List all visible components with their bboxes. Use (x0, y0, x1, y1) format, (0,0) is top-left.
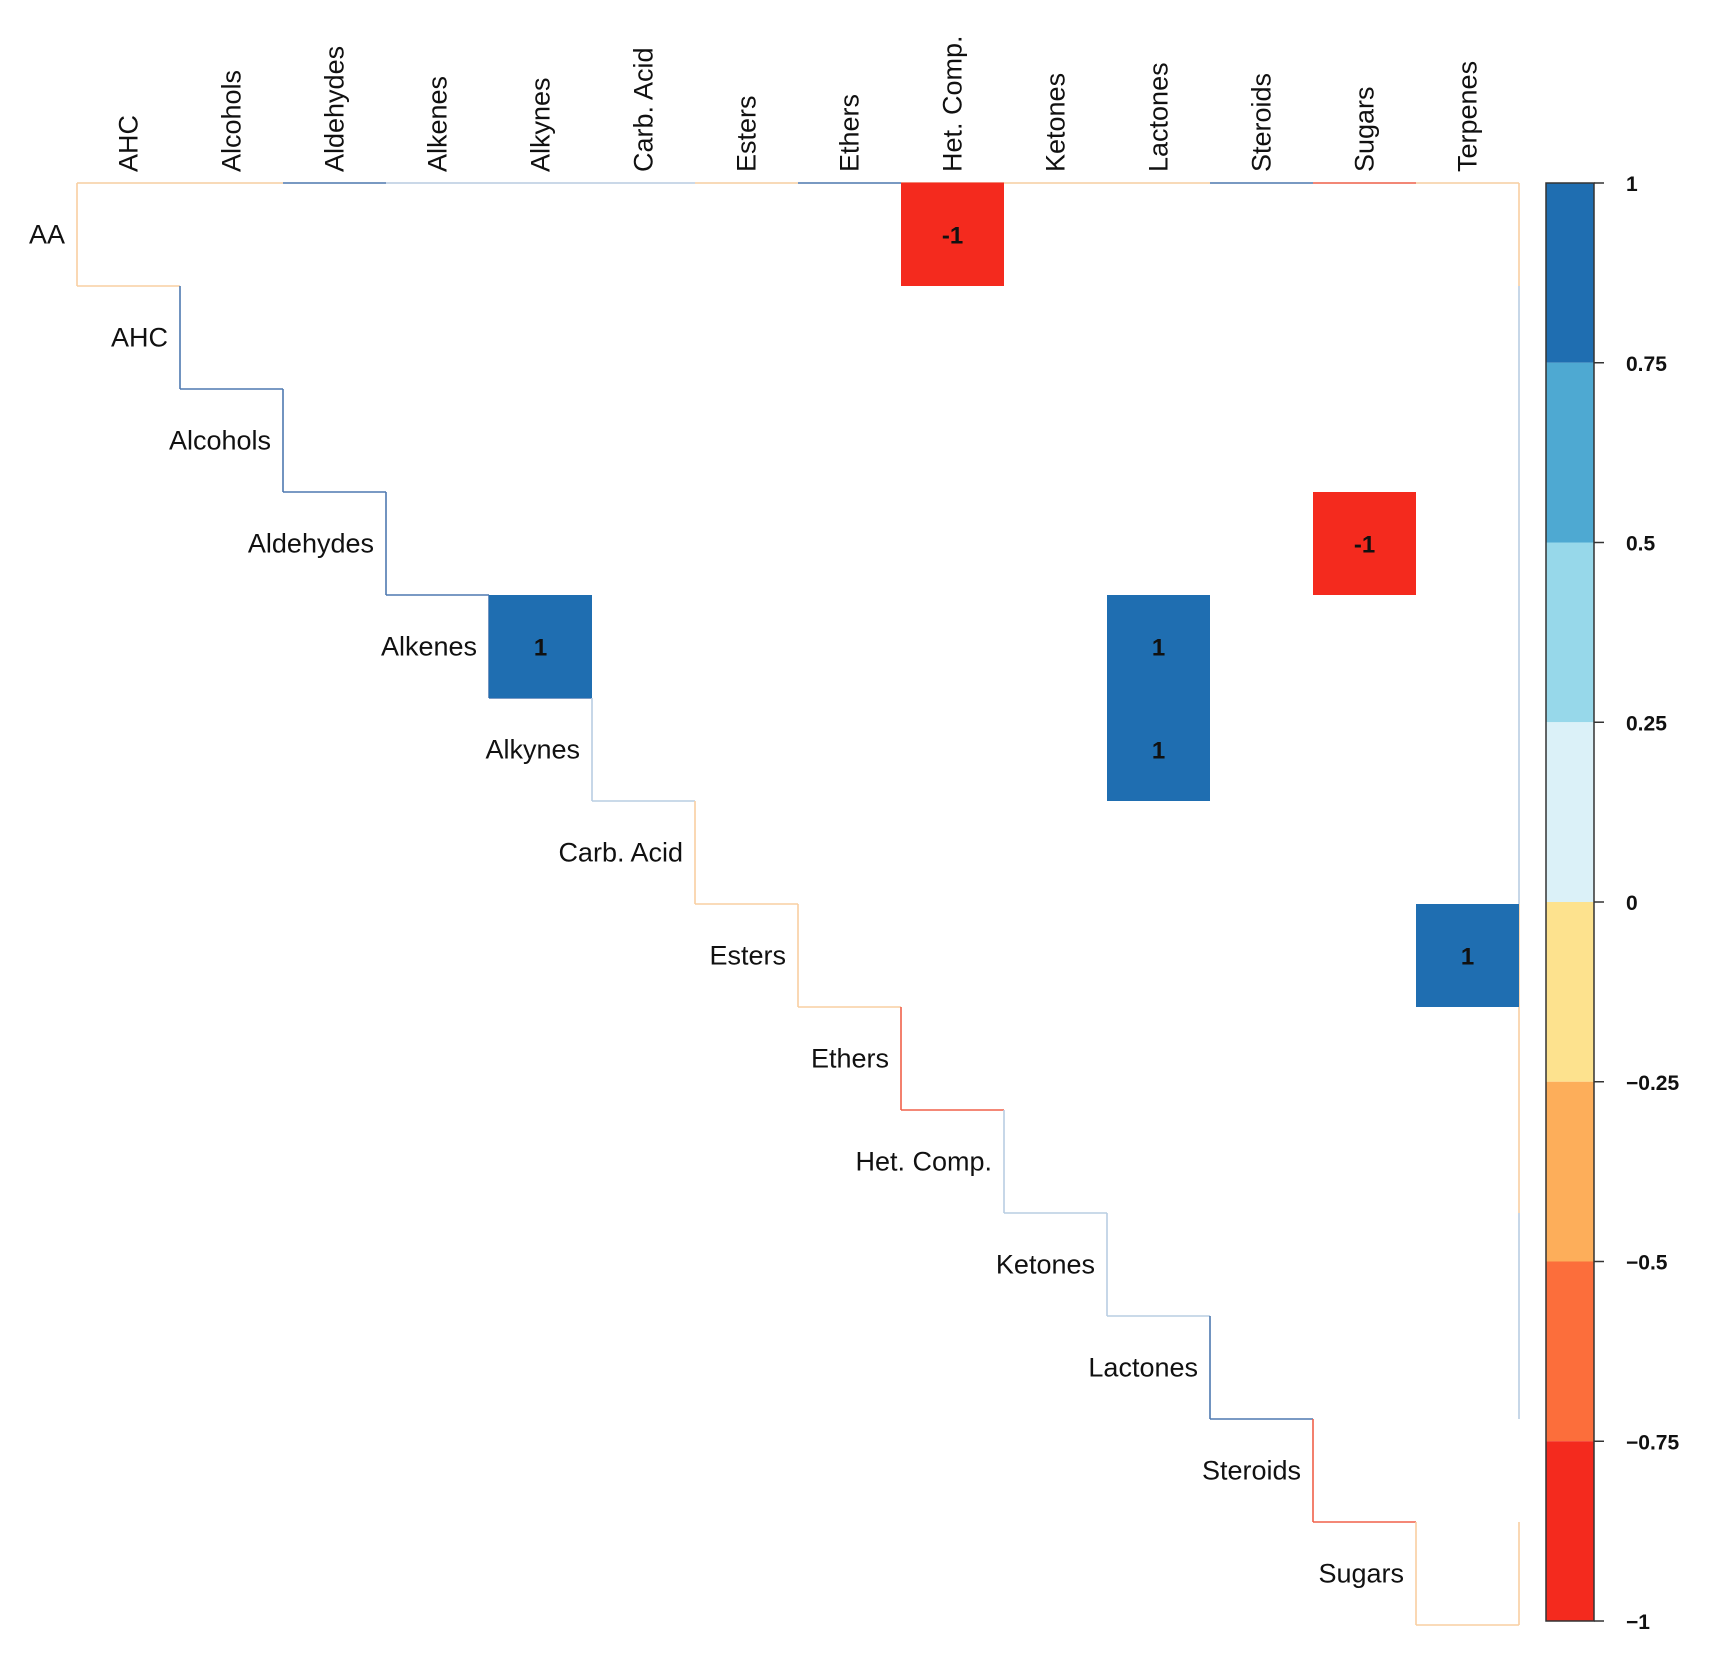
column-label-alkenes: Alkenes (423, 76, 453, 172)
row-label-sugars: Sugars (1318, 1559, 1404, 1589)
row-label-esters: Esters (709, 941, 786, 971)
row-label-ethers: Ethers (811, 1044, 889, 1074)
column-label-terpenes: Terpenes (1453, 61, 1483, 172)
column-label-alcohols: Alcohols (217, 70, 247, 172)
column-label-aldehydes: Aldehydes (320, 46, 350, 172)
column-label-esters: Esters (732, 95, 762, 172)
column-labels: AHC Alcohols Aldehydes Alkenes Alkynes Carb. … (114, 35, 1483, 172)
column-label-ethers: Ethers (835, 94, 865, 172)
cell-alkenes-lactones (1107, 595, 1210, 698)
colorbar-band (1546, 722, 1594, 902)
column-label-ketones: Ketones (1041, 73, 1071, 172)
row-labels: AA AHC Alcohols Aldehydes Alkenes Alkynes Carb… (29, 220, 1404, 1589)
column-label-sugars: Sugars (1350, 86, 1380, 172)
colorbar-tick-label: 0.25 (1626, 712, 1667, 735)
colorbar-band (1546, 183, 1594, 363)
cell-aldehydes-sugars (1313, 492, 1416, 595)
cell-alkynes-lactones (1107, 698, 1210, 801)
colorbar-tick-label: 0.5 (1626, 533, 1656, 556)
row-label-alcohols: Alcohols (169, 426, 271, 456)
row-label-aldehydes: Aldehydes (248, 529, 374, 559)
cell-aa-het-comp-label: -1 (942, 223, 963, 250)
column-label-steroids: Steroids (1247, 73, 1277, 172)
colorbar: 1 0.75 0.5 0.25 0 −0.25 −0.5 −0.75 −1 (1545, 173, 1679, 1634)
colorbar-band (1546, 1441, 1594, 1621)
colorbar-tick-label: −1 (1626, 1611, 1650, 1634)
heatmap-cells: -1 -1 1 1 1 1 (489, 183, 1519, 1007)
cell-esters-terpenes-label: 1 (1461, 944, 1474, 971)
row-label-ahc: AHC (111, 323, 168, 353)
cell-aa-het-comp (901, 183, 1004, 286)
row-label-lactones: Lactones (1088, 1353, 1198, 1383)
triangle-edge-lines (76, 182, 1520, 1626)
colorbar-band (1546, 1081, 1594, 1262)
colorbar-band (1546, 902, 1594, 1082)
colorbar-band (1546, 362, 1594, 543)
column-label-carb-acid: Carb. Acid (629, 47, 659, 172)
column-label-het-comp: Het. Comp. (938, 35, 968, 172)
colorbar-tick-label: −0.25 (1626, 1072, 1679, 1095)
colorbar-tick-label: 0 (1626, 892, 1638, 915)
column-label-ahc: AHC (114, 115, 144, 172)
colorbar-tick-label: −0.5 (1626, 1252, 1668, 1275)
column-label-alkynes: Alkynes (526, 77, 556, 172)
cell-alkenes-alkynes-label: 1 (534, 635, 547, 662)
row-label-steroids: Steroids (1202, 1456, 1301, 1486)
column-label-lactones: Lactones (1144, 62, 1174, 172)
row-label-alkenes: Alkenes (381, 632, 477, 662)
row-label-het-comp: Het. Comp. (855, 1147, 992, 1177)
cell-esters-terpenes (1416, 904, 1519, 1007)
colorbar-tick-label: 0.75 (1626, 353, 1667, 376)
row-label-ketones: Ketones (996, 1250, 1095, 1280)
row-label-carb-acid: Carb. Acid (558, 838, 683, 868)
colorbar-band (1546, 542, 1594, 723)
colorbar-tick-label: 1 (1626, 173, 1638, 196)
row-label-alkynes: Alkynes (485, 735, 580, 765)
cell-alkenes-alkynes (489, 595, 592, 698)
colorbar-band (1546, 1261, 1594, 1442)
cell-alkynes-lactones-label: 1 (1152, 738, 1165, 765)
row-label-aa: AA (29, 220, 65, 250)
colorbar-tick-label: −0.75 (1626, 1431, 1679, 1454)
cell-alkenes-lactones-label: 1 (1152, 635, 1165, 662)
cell-aldehydes-sugars-label: -1 (1354, 532, 1375, 559)
